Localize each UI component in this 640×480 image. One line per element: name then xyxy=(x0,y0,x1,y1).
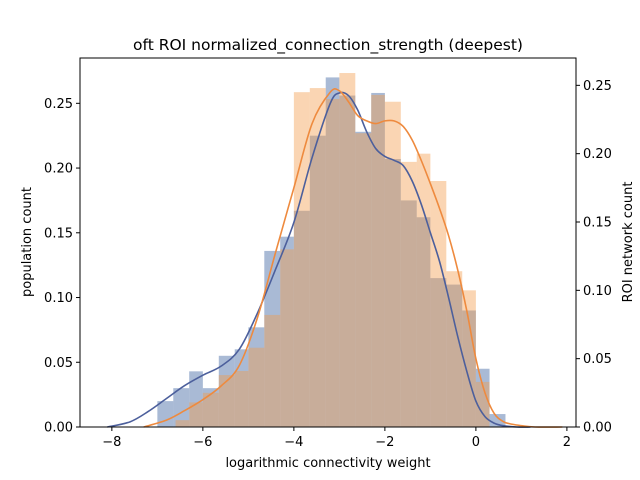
population-bar-15 xyxy=(384,158,401,428)
roi-network-bar-1 xyxy=(189,402,203,427)
population-bar-8 xyxy=(280,236,294,427)
roi-network-bar-16 xyxy=(416,153,431,428)
population-bar-12 xyxy=(339,95,356,428)
roi-network-kde-line xyxy=(143,88,563,428)
y-right-tick-label: 0.05 xyxy=(583,352,612,367)
population-bar-19 xyxy=(446,284,463,427)
y-axis-right-title: ROI network count xyxy=(621,182,636,303)
roi-network-bar-3 xyxy=(218,375,235,427)
bars-roi-network xyxy=(175,73,490,428)
population-bar-6 xyxy=(248,327,265,427)
population-bar-13 xyxy=(355,131,372,428)
population-kde-line xyxy=(107,91,531,428)
roi-network-bar-4 xyxy=(234,370,249,427)
population-bar-14 xyxy=(371,92,385,428)
roi-network-bar-20 xyxy=(475,381,490,427)
y-right-tick-label: 0.25 xyxy=(583,79,612,94)
kde-lines xyxy=(107,88,563,428)
population-bar-21 xyxy=(475,368,490,427)
roi-network-bar-8 xyxy=(293,92,310,428)
population-bar-17 xyxy=(416,217,431,427)
population-bar-1 xyxy=(173,388,190,427)
y-right-tick-label: 0.00 xyxy=(583,421,612,436)
roi-network-bar-14 xyxy=(384,101,401,427)
y-right-tick-label: 0.10 xyxy=(583,284,612,299)
population-bar-9 xyxy=(293,210,310,427)
roi-network-bar-18 xyxy=(446,271,463,427)
roi-network-bar-10 xyxy=(325,99,340,427)
y-right-tick-label: 0.15 xyxy=(583,216,612,231)
x-tick-label: 0 xyxy=(472,435,480,450)
population-bar-4 xyxy=(218,355,235,427)
chart-title: oft ROI normalized_connection_strength (… xyxy=(133,36,523,55)
roi-network-bar-2 xyxy=(202,392,219,427)
roi-network-bar-17 xyxy=(430,181,447,427)
y-left-tick-label: 0.20 xyxy=(44,162,73,177)
y-left-tick-label: 0.05 xyxy=(44,356,73,371)
y-axis-left-title: population count xyxy=(20,187,35,297)
roi-network-bar-6 xyxy=(264,314,281,427)
x-tick-label: −6 xyxy=(193,435,212,450)
population-bar-22 xyxy=(489,414,506,427)
roi-network-bar-19 xyxy=(462,290,476,427)
population-bar-0 xyxy=(157,401,174,427)
y-axis-right-ticks: 0.00 0.05 0.10 0.15 0.20 0.25 xyxy=(576,79,612,436)
roi-network-bar-11 xyxy=(339,73,356,427)
population-bar-2 xyxy=(189,371,203,427)
roi-network-bar-5 xyxy=(248,347,265,427)
x-tick-label: −2 xyxy=(375,435,394,450)
x-axis-ticks: −8 −6 −4 −2 0 2 xyxy=(102,427,571,450)
population-bar-11 xyxy=(325,77,340,428)
population-bar-18 xyxy=(430,278,447,427)
y-left-tick-label: 0.00 xyxy=(44,421,73,436)
y-left-tick-label: 0.25 xyxy=(44,97,73,112)
population-bar-16 xyxy=(400,200,417,427)
plot-frame xyxy=(79,57,577,428)
roi-network-bar-15 xyxy=(400,161,417,427)
roi-network-bar-12 xyxy=(355,133,372,428)
y-left-tick-label: 0.15 xyxy=(44,226,73,241)
y-right-tick-label: 0.20 xyxy=(583,147,612,162)
population-bar-7 xyxy=(264,250,281,427)
population-bar-10 xyxy=(309,135,326,427)
x-tick-label: −4 xyxy=(284,435,303,450)
roi-network-bar-13 xyxy=(371,94,385,428)
y-left-tick-label: 0.10 xyxy=(44,291,73,306)
x-tick-label: 2 xyxy=(563,435,571,450)
roi-network-bar-0 xyxy=(175,420,190,427)
y-axis-left-ticks: 0.00 0.05 0.10 0.15 0.20 0.25 xyxy=(44,97,80,436)
roi-network-bar-9 xyxy=(309,88,326,427)
bars-population xyxy=(157,77,506,428)
roi-network-bar-7 xyxy=(280,249,294,427)
x-axis-title: logarithmic connectivity weight xyxy=(225,456,430,471)
x-tick-label: −8 xyxy=(102,435,121,450)
